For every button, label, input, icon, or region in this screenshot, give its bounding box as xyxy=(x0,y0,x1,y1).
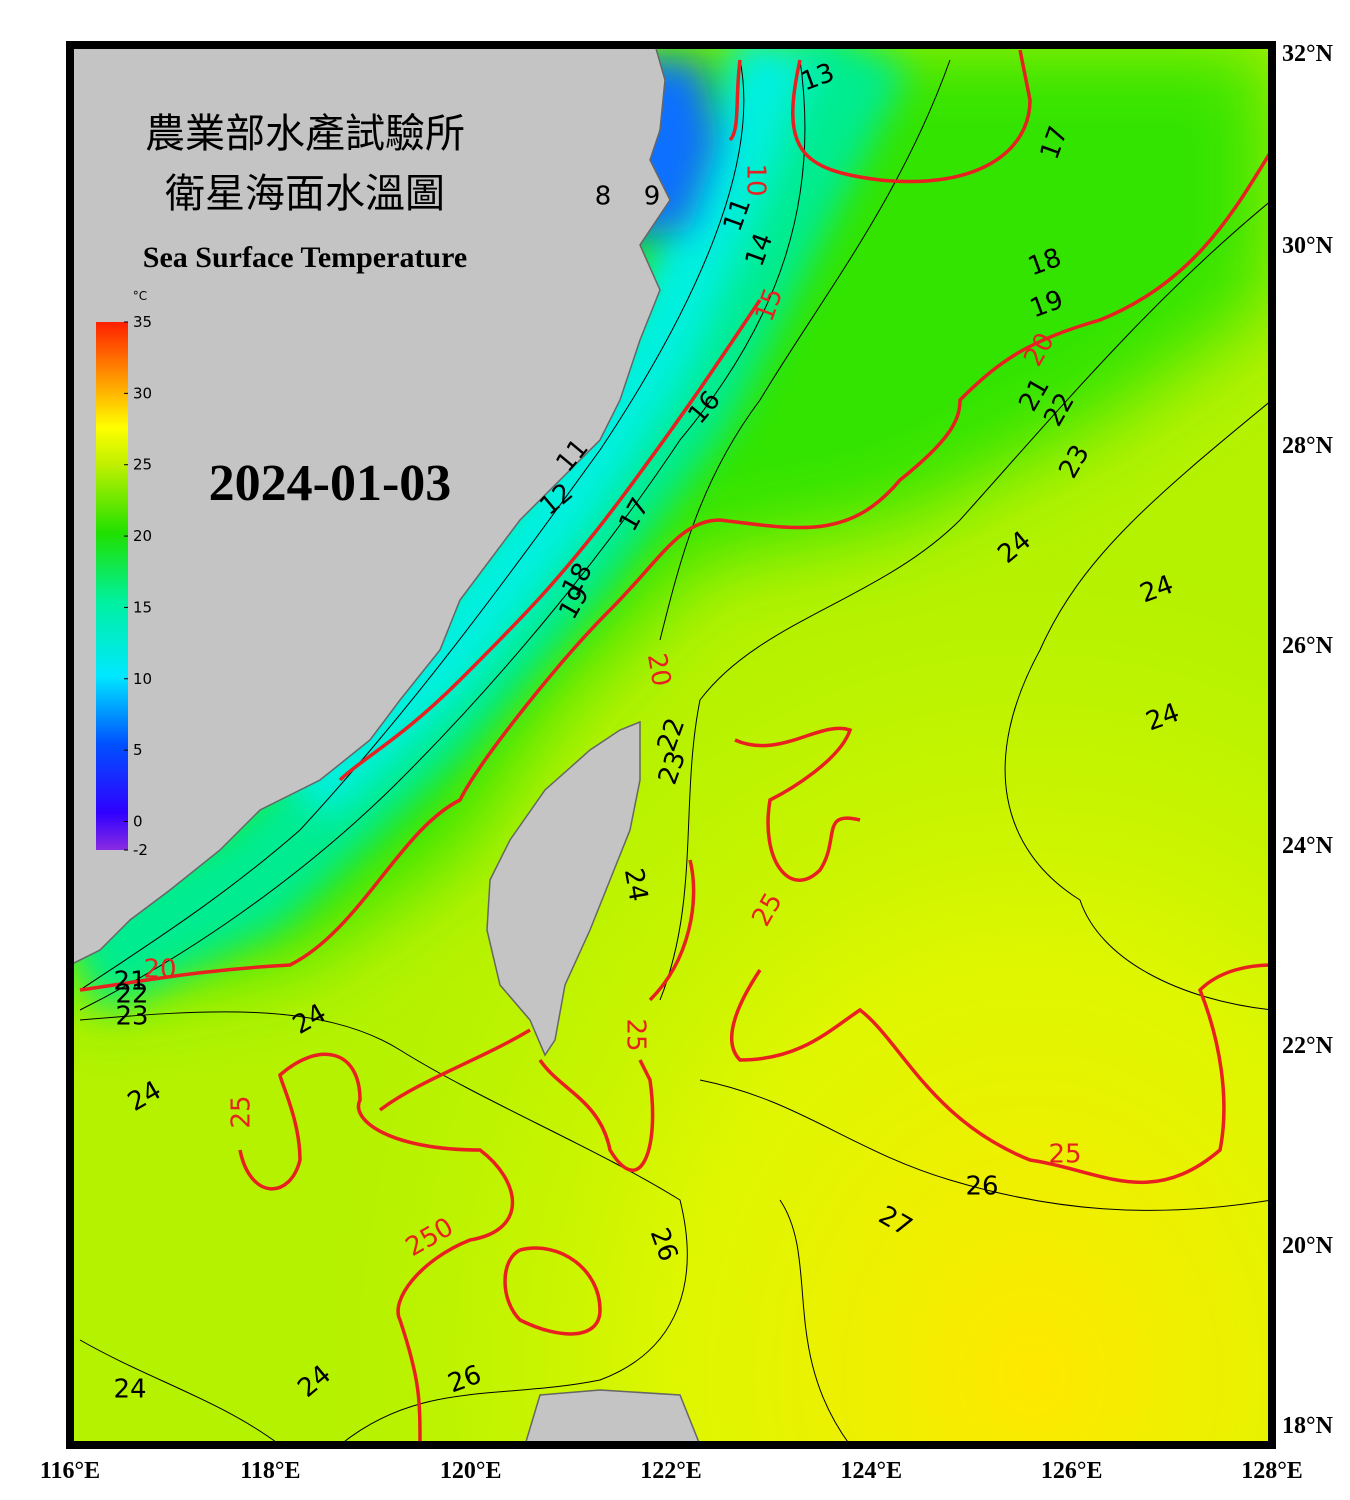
colorbar-tick-label: -2 xyxy=(133,841,148,859)
land-luzon xyxy=(524,1389,701,1445)
x-tick-label: 118°E xyxy=(240,1458,300,1484)
colorbar-tick-label: 0 xyxy=(133,812,143,830)
colorbar-tick-label: 25 xyxy=(133,456,152,474)
contour-label: 24 xyxy=(618,866,653,904)
isotherms-major xyxy=(79,49,1272,1445)
title-en: Sea Surface Temperature xyxy=(143,241,467,274)
contour-label: 10 xyxy=(741,163,771,196)
colorbar-tick-label: 35 xyxy=(133,313,152,331)
colorbar-tick-label: 20 xyxy=(133,527,152,545)
y-tick-label: 18°N xyxy=(1282,1413,1334,1439)
y-tick-label: 28°N xyxy=(1282,433,1334,459)
x-tick-label: 126°E xyxy=(1041,1458,1103,1484)
contour-label: 25 xyxy=(227,1095,257,1128)
title-zh: 衛星海面水溫圖 xyxy=(165,171,445,217)
contour-label: 20 xyxy=(641,651,676,689)
contour-label: 26 xyxy=(965,1172,998,1202)
axis-labels: 116°E 118°E 120°E 122°E 124°E 126°E 128°E 32°N 3… xyxy=(40,41,1334,1484)
y-tick-label: 22°N xyxy=(1282,1033,1334,1059)
contour-label: 25 xyxy=(621,1018,651,1051)
colorbar xyxy=(96,322,128,850)
contour-label: 20 xyxy=(143,955,176,985)
y-tick-label: 26°N xyxy=(1282,633,1334,659)
y-tick-label: 30°N xyxy=(1282,233,1334,259)
map-area xyxy=(70,45,1272,1445)
colorbar-ticks: 35 30 25 20 15 10 5 0 -2 xyxy=(124,313,152,859)
colorbar-tick-label: 10 xyxy=(133,670,152,688)
x-tick-label: 116°E xyxy=(40,1458,100,1484)
date: 2024-01-03 xyxy=(209,455,452,512)
contour-label: 21 xyxy=(113,967,146,997)
title-zh: 農業部水產試驗所 xyxy=(145,111,465,157)
land-china xyxy=(70,45,671,966)
contour-label: 8 xyxy=(595,182,612,212)
colorbar-unit: °C xyxy=(133,289,147,303)
land-taiwan xyxy=(486,720,641,1057)
x-tick-label: 122°E xyxy=(640,1458,702,1484)
contour-label: 25 xyxy=(1048,1140,1081,1170)
colorbar-tick-label: 5 xyxy=(133,741,143,759)
colorbar-tick-label: 15 xyxy=(133,598,152,616)
contour-label: 22 xyxy=(115,980,148,1010)
contour-label: 23 xyxy=(115,1002,148,1032)
y-tick-label: 24°N xyxy=(1282,833,1334,859)
contour-label: 24 xyxy=(113,1375,146,1405)
isotherms xyxy=(79,59,1272,1445)
map-frame xyxy=(66,41,1276,1449)
colorbar-tick-label: 30 xyxy=(133,384,152,402)
y-tick-label: 20°N xyxy=(1282,1233,1334,1259)
contour-label: 9 xyxy=(644,182,661,212)
y-tick-label: 32°N xyxy=(1282,41,1334,67)
x-tick-label: 128°E xyxy=(1241,1458,1303,1484)
x-tick-label: 120°E xyxy=(440,1458,502,1484)
x-tick-label: 124°E xyxy=(841,1458,903,1484)
